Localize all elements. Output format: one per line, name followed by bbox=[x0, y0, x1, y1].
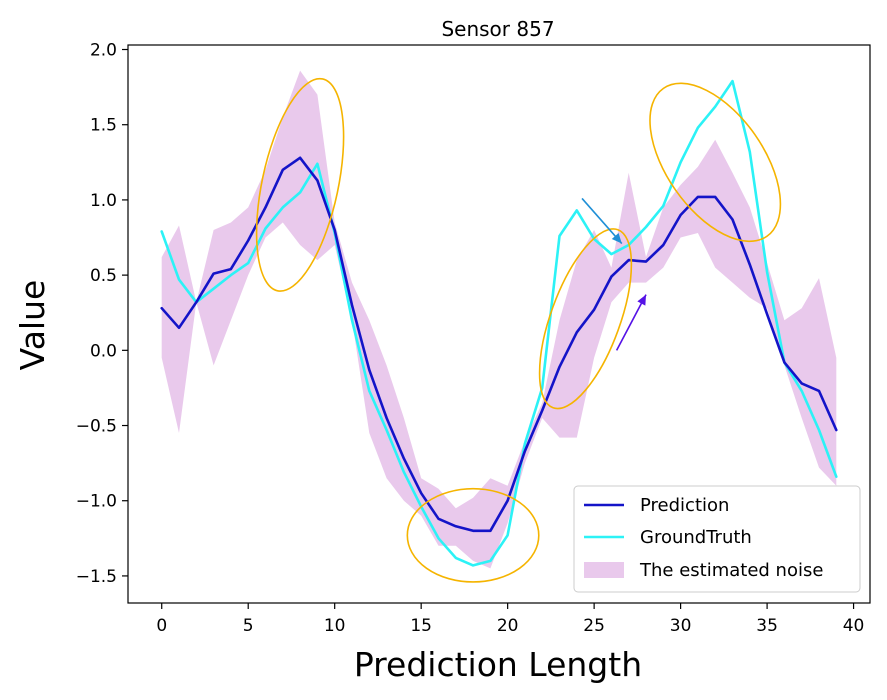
x-tick-label: 20 bbox=[497, 616, 519, 636]
plot-frame bbox=[127, 44, 871, 604]
y-tick-label: −0.5 bbox=[76, 417, 117, 437]
x-tick-label: 25 bbox=[583, 616, 605, 636]
annotation-arrow-2 bbox=[615, 294, 647, 351]
y-tick-label: 1.0 bbox=[90, 191, 117, 211]
x-tick-label: 0 bbox=[156, 616, 167, 636]
y-tick-label: 0.0 bbox=[90, 341, 117, 361]
annotation-ellipse-2 bbox=[406, 487, 540, 583]
legend: Prediction GroundTruth The estimated noi… bbox=[573, 485, 861, 593]
series-line-groundtruth bbox=[160, 79, 838, 567]
legend-swatch-noise bbox=[584, 562, 624, 578]
y-tick-label: 0.5 bbox=[90, 266, 117, 286]
y-tick-label: −1.0 bbox=[76, 492, 117, 512]
y-tick-label: 1.5 bbox=[90, 116, 117, 136]
y-axis-label: Value bbox=[13, 280, 52, 371]
series-line-prediction bbox=[160, 156, 838, 533]
x-tick-label: 30 bbox=[670, 616, 692, 636]
legend-box bbox=[573, 485, 861, 593]
annotation-ellipse-1 bbox=[255, 77, 345, 292]
annotation-ellipse-4 bbox=[649, 82, 782, 243]
x-tick-label: 10 bbox=[324, 616, 346, 636]
legend-label-prediction: Prediction bbox=[640, 495, 729, 516]
legend-label-groundtruth: GroundTruth bbox=[640, 527, 752, 548]
x-tick-label: 5 bbox=[243, 616, 254, 636]
y-tick-label: −1.5 bbox=[76, 567, 117, 587]
x-tick-label: 35 bbox=[756, 616, 778, 636]
annotation-ellipse-3 bbox=[538, 228, 633, 410]
noise-band bbox=[161, 70, 837, 569]
x-axis-label: Prediction Length bbox=[354, 645, 642, 684]
x-tick-label: 40 bbox=[843, 616, 865, 636]
annotation-arrow-1 bbox=[581, 197, 623, 245]
legend-label-noise: The estimated noise bbox=[639, 560, 823, 581]
x-tick-label: 15 bbox=[410, 616, 432, 636]
chart-title: Sensor 857 bbox=[441, 17, 554, 41]
y-tick-label: 2.0 bbox=[90, 41, 117, 61]
